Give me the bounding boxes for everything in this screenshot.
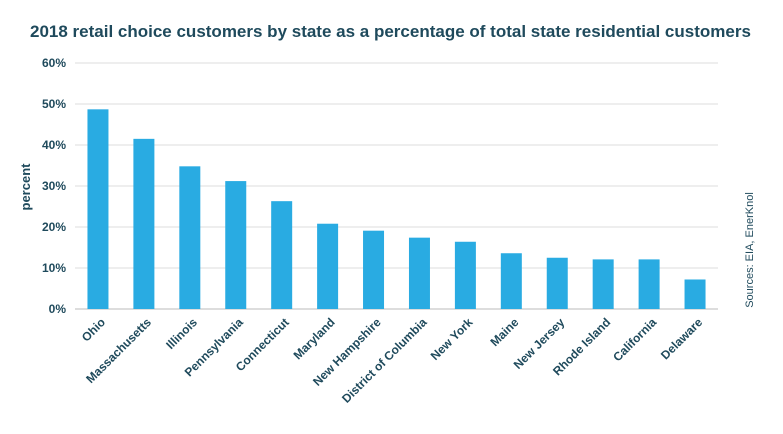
y-tick-label: 40% bbox=[42, 138, 66, 152]
bar-pennsylvania bbox=[225, 181, 247, 309]
bars bbox=[87, 109, 706, 309]
y-tick-label: 50% bbox=[42, 97, 66, 111]
bar-district-of-columbia bbox=[408, 237, 430, 309]
y-tick-label: 10% bbox=[42, 261, 66, 275]
bar-rhode-island bbox=[592, 259, 614, 309]
y-tick-label: 20% bbox=[42, 220, 66, 234]
y-tick-label: 0% bbox=[49, 302, 67, 316]
bar-ohio bbox=[87, 109, 109, 309]
bar-new-hampshire bbox=[363, 230, 385, 309]
y-axis-ticks: 0% 10% 20% 30% 40% 50% 60% bbox=[42, 56, 66, 316]
bar-illinois bbox=[179, 166, 201, 309]
x-tick-label: Delaware bbox=[658, 315, 705, 362]
grid-lines bbox=[75, 62, 718, 310]
x-tick-label: Maine bbox=[487, 315, 521, 349]
bar-new-jersey bbox=[546, 257, 568, 309]
x-tick-label: Maryland bbox=[291, 315, 338, 362]
bar-maryland bbox=[317, 223, 339, 309]
source-note: Sources: EIA, EnerKnol bbox=[744, 192, 756, 308]
bar-california bbox=[638, 259, 660, 309]
y-tick-label: 30% bbox=[42, 179, 66, 193]
bar-massachusetts bbox=[133, 138, 155, 309]
bar-delaware bbox=[684, 279, 706, 309]
y-tick-label: 60% bbox=[42, 56, 66, 70]
x-tick-label: California bbox=[610, 315, 659, 364]
y-axis-label: percent bbox=[18, 163, 33, 211]
x-tick-label: District of Columbia bbox=[339, 315, 430, 406]
x-tick-label: Illinois bbox=[163, 315, 200, 352]
bar-maine bbox=[500, 253, 522, 309]
chart-title: 2018 retail choice customers by state as… bbox=[30, 22, 751, 41]
bar-connecticut bbox=[271, 201, 293, 309]
bar-new-york bbox=[454, 241, 476, 309]
x-tick-label: New York bbox=[428, 315, 476, 363]
x-tick-label: Ohio bbox=[79, 315, 108, 344]
